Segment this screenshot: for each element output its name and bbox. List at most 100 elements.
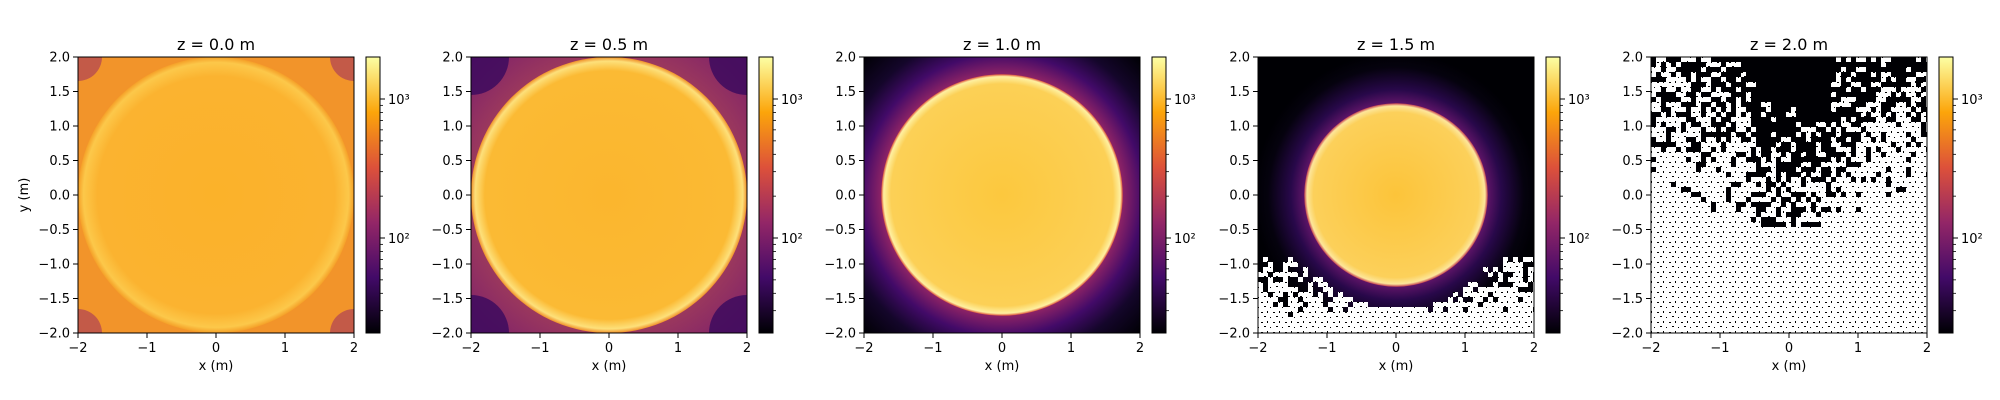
heatmap-cell bbox=[1666, 92, 1671, 97]
y-tick-label: 2.0 bbox=[835, 51, 856, 66]
heatmap-cell bbox=[1786, 127, 1791, 132]
nan-cell bbox=[1283, 327, 1288, 332]
heatmap-cell bbox=[1851, 142, 1856, 147]
heatmap-cell bbox=[1666, 112, 1671, 117]
heatmap-cell bbox=[1791, 222, 1796, 227]
heatmap-cell bbox=[1811, 97, 1816, 102]
heatmap-cell bbox=[1796, 157, 1801, 162]
nan-cell bbox=[1488, 312, 1493, 317]
nan-cell bbox=[1503, 317, 1508, 322]
y-tick-label: −1.0 bbox=[431, 258, 463, 273]
heatmap-cell bbox=[1826, 92, 1831, 97]
heatmap-cell bbox=[1831, 192, 1836, 197]
heatmap-cell bbox=[1801, 112, 1806, 117]
nan-cell bbox=[1438, 302, 1443, 307]
nan-cell bbox=[1278, 282, 1283, 287]
heatmap-cell bbox=[1866, 97, 1871, 102]
heatmap-cell bbox=[1681, 62, 1686, 67]
x-tick-label: 2 bbox=[743, 341, 751, 356]
heatmap-cell bbox=[1746, 62, 1751, 67]
nan-cell bbox=[1283, 287, 1288, 292]
heatmap-cell bbox=[1726, 97, 1731, 102]
nan-cell bbox=[1528, 297, 1533, 302]
colorbar: 10³ 10² bbox=[1545, 56, 1590, 334]
heatmap-cell bbox=[1706, 102, 1711, 107]
heatmap-cell bbox=[1846, 72, 1851, 77]
heatmap-image bbox=[1258, 57, 1534, 333]
nan-cell bbox=[1448, 322, 1453, 327]
nan-cell bbox=[1288, 287, 1293, 292]
heatmap-cell bbox=[1761, 202, 1766, 207]
nan-cell bbox=[1453, 322, 1458, 327]
heatmap-cell bbox=[1716, 82, 1721, 87]
heatmap-cell bbox=[1791, 192, 1796, 197]
heatmap-cell bbox=[1751, 117, 1756, 122]
heatmap-cell bbox=[1651, 77, 1656, 82]
heatmap-cell bbox=[1696, 147, 1701, 152]
nan-cell bbox=[1483, 312, 1488, 317]
nan-cell bbox=[1513, 297, 1518, 302]
heatmap-cell bbox=[1881, 82, 1886, 87]
x-tick-label: −1 bbox=[530, 341, 549, 356]
nan-cell bbox=[1303, 272, 1308, 277]
heatmap-cell bbox=[1866, 132, 1871, 137]
heatmap-cell bbox=[1801, 82, 1806, 87]
heatmap-cell bbox=[1801, 177, 1806, 182]
heatmap-cell bbox=[1886, 177, 1891, 182]
heatmap-corner bbox=[330, 309, 354, 333]
nan-cell bbox=[1448, 297, 1453, 302]
heatmap-cell bbox=[1751, 152, 1756, 157]
heatmap-cell bbox=[1861, 177, 1866, 182]
y-tick-label: −0.5 bbox=[38, 223, 70, 238]
heatmap-cell bbox=[1826, 77, 1831, 82]
heatmap-cell bbox=[1751, 147, 1756, 152]
heatmap-cell bbox=[1701, 92, 1706, 97]
nan-cell bbox=[1273, 272, 1278, 277]
heatmap-cell bbox=[1786, 77, 1791, 82]
nan-cell bbox=[1498, 302, 1503, 307]
heatmap-cell bbox=[1886, 77, 1891, 82]
heatmap-cell bbox=[1826, 107, 1831, 112]
heatmap-cell bbox=[1781, 142, 1786, 147]
heatmap-cell bbox=[1871, 87, 1876, 92]
heatmap-cell bbox=[1841, 92, 1846, 97]
nan-cell bbox=[1403, 327, 1408, 332]
heatmap-cell bbox=[1766, 82, 1771, 87]
colorbar-tick-label: 10² bbox=[1174, 232, 1196, 247]
nan-cell bbox=[1468, 302, 1473, 307]
nan-cell bbox=[1508, 317, 1513, 322]
nan-cell bbox=[1398, 322, 1403, 327]
x-tick-label: 0 bbox=[212, 341, 220, 356]
heatmap-cell bbox=[1756, 62, 1761, 67]
nan-cell bbox=[1483, 322, 1488, 327]
nan-cell bbox=[1478, 292, 1483, 297]
y-tick-label: −2.0 bbox=[38, 327, 70, 342]
heatmap-cell bbox=[1781, 117, 1786, 122]
nan-cell bbox=[1448, 312, 1453, 317]
nan-cell bbox=[1473, 327, 1478, 332]
nan-cell bbox=[1433, 312, 1438, 317]
heatmap-cell bbox=[1806, 87, 1811, 92]
heatmap-cell bbox=[1901, 72, 1906, 77]
heatmap-cell bbox=[1821, 67, 1826, 72]
nan-cell bbox=[1513, 307, 1518, 312]
heatmap-cell bbox=[1716, 57, 1721, 62]
nan-cell bbox=[1318, 327, 1323, 332]
nan-cell bbox=[1528, 317, 1533, 322]
nan-cell bbox=[1333, 317, 1338, 322]
heatmap-cell bbox=[1731, 122, 1736, 127]
heatmap-cell bbox=[1806, 142, 1811, 147]
heatmap-cell bbox=[1661, 87, 1666, 92]
heatmap-cell bbox=[1756, 212, 1761, 217]
heatmap-cell bbox=[1771, 137, 1776, 142]
nan-cell bbox=[1268, 267, 1273, 272]
nan-cell bbox=[1288, 262, 1293, 267]
heatmap-cell bbox=[1686, 77, 1691, 82]
heatmap-cell bbox=[1771, 92, 1776, 97]
nan-cell bbox=[1508, 302, 1513, 307]
heatmap-cell bbox=[1821, 172, 1826, 177]
heatmap-cell bbox=[1756, 77, 1761, 82]
heatmap-cell bbox=[1791, 102, 1796, 107]
x-tick-label: −2 bbox=[461, 341, 480, 356]
nan-cell bbox=[1413, 322, 1418, 327]
